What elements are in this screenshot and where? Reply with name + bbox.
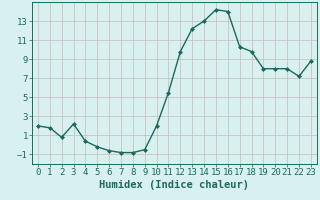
- X-axis label: Humidex (Indice chaleur): Humidex (Indice chaleur): [100, 180, 249, 190]
